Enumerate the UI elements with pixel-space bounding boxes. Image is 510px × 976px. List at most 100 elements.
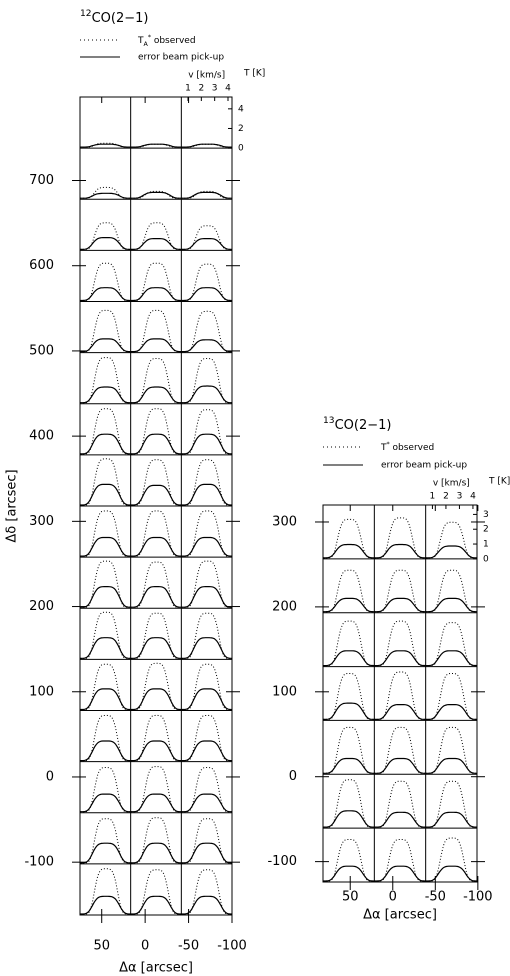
spectrum (425, 650, 478, 667)
spectrum (181, 740, 232, 762)
spectrum (181, 143, 232, 148)
spectrum (80, 262, 131, 301)
spectrum (181, 225, 232, 250)
spectrum (130, 637, 182, 659)
spectrum (181, 869, 232, 915)
spectrum (80, 386, 131, 404)
spectrum (323, 702, 375, 720)
spectrum (80, 143, 131, 148)
spectrum (80, 560, 131, 608)
spectrum (181, 663, 232, 710)
spectrum (181, 560, 232, 608)
x-tick-label: 50 (342, 890, 359, 905)
x-tick-label: -50 (425, 890, 446, 905)
spectrum (374, 704, 426, 720)
spectrum (181, 310, 232, 353)
spectrum (130, 190, 182, 199)
spectrum (425, 545, 478, 559)
panel-title: 13CO(2−1) (323, 416, 391, 433)
y-tick-label: 600 (29, 258, 54, 273)
spectrum (80, 536, 131, 557)
legend-label: error beam pick-up (138, 53, 224, 63)
spectrum (80, 740, 131, 762)
spectrum (181, 688, 232, 711)
x-axis-label: Δα [arcsec] (119, 961, 193, 976)
spectrum (181, 190, 232, 199)
legend-label: TA* observed (137, 34, 196, 48)
legend-label: T* observed (380, 441, 434, 453)
y-tick-label: 400 (29, 429, 54, 444)
spectrum (323, 865, 375, 882)
spectrum (323, 543, 375, 559)
inset-y-tick-label: 4 (238, 104, 244, 114)
x-tick-label: -100 (463, 890, 493, 905)
inset-y-tick-label: 1 (483, 540, 489, 550)
spectrum (130, 895, 182, 915)
spectrum (130, 222, 182, 250)
spectrum (130, 536, 182, 557)
spectrum (425, 837, 477, 882)
y-axis-label: Δδ [arcsec] (5, 469, 20, 542)
spectrum (130, 484, 182, 506)
inset-x-tick-label: 1 (430, 492, 436, 502)
spectrum (80, 458, 131, 506)
spectrum (425, 726, 477, 774)
spectrum (323, 839, 375, 882)
spectrum (181, 536, 232, 557)
spectrum (80, 510, 131, 557)
y-tick-label: 200 (29, 599, 54, 614)
spectrum (130, 842, 182, 864)
spectrum (425, 780, 477, 828)
inset-x-tick-label: 4 (225, 84, 231, 94)
spectrum (80, 237, 131, 250)
inset-x-tick-label: 2 (198, 84, 204, 94)
spectrum (130, 408, 182, 455)
spectrum (181, 714, 232, 762)
spectrum (80, 287, 131, 302)
spectrum (80, 483, 131, 506)
inset-y-tick-label: 2 (238, 124, 244, 134)
spectrum (323, 620, 375, 667)
spectrum (323, 810, 375, 828)
spectrum (181, 586, 232, 608)
spectrum (80, 767, 131, 813)
spectrum (425, 673, 477, 720)
spectrum (130, 869, 182, 915)
spectrum (80, 338, 131, 353)
spectrum (374, 597, 426, 613)
spectrum (80, 309, 131, 353)
spectrum (181, 409, 232, 455)
y-tick-label: 0 (46, 769, 54, 784)
spectrum (130, 433, 182, 455)
inset-x-tick-label: 2 (443, 492, 449, 502)
spectrum (80, 408, 131, 455)
y-tick-label: 300 (29, 514, 54, 529)
spectrum (130, 612, 182, 659)
spectrum (323, 518, 375, 559)
x-tick-label: 0 (389, 890, 397, 905)
spectrum (80, 895, 131, 915)
spectrum (181, 358, 232, 404)
spectrum (130, 586, 182, 608)
spectrum (181, 238, 232, 250)
inset-y-label: T [K] (488, 477, 510, 487)
spectrum (181, 612, 232, 659)
x-axis-label: Δα [arcsec] (363, 908, 437, 923)
y-tick-label: -100 (267, 854, 297, 869)
inset-x-tick-label: 3 (457, 492, 463, 502)
spectrum (130, 561, 182, 608)
spectrum (130, 793, 182, 813)
spectrum (130, 714, 182, 762)
spectrum (130, 510, 182, 557)
spectrum (181, 483, 232, 506)
spectrum (374, 780, 426, 828)
inset-y-tick-label: 2 (483, 525, 489, 535)
spectrum (425, 597, 477, 613)
y-tick-label: 700 (29, 173, 54, 188)
spectrum (130, 287, 182, 302)
spectrum (80, 688, 131, 711)
y-tick-label: 500 (29, 343, 54, 358)
spectrum (181, 287, 232, 302)
spectrum (181, 191, 232, 199)
